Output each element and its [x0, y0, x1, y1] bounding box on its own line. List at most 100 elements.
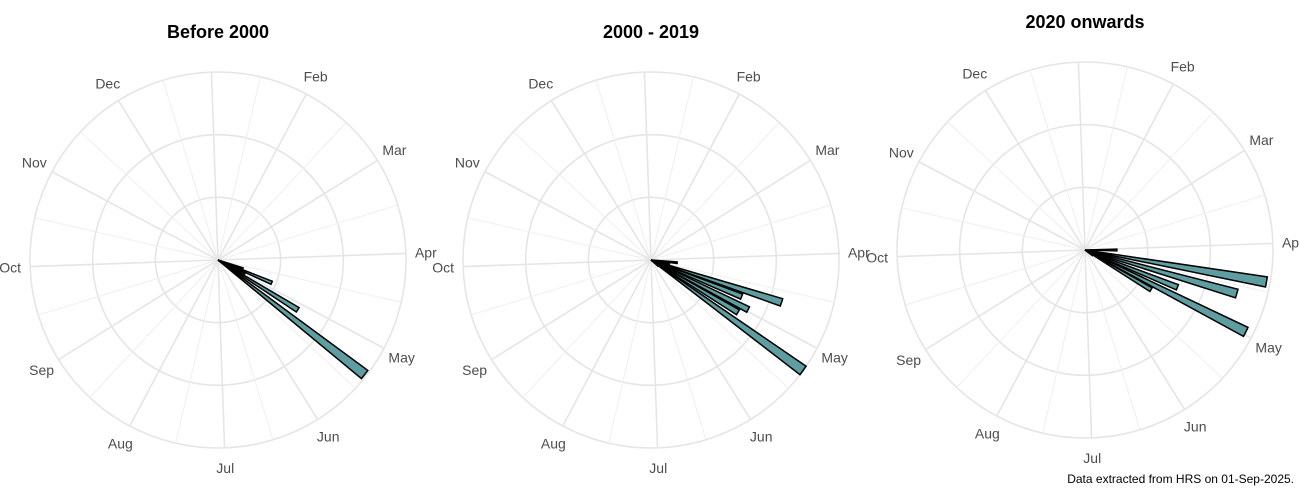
month-label-may: May — [821, 350, 847, 366]
grid-spoke — [217, 159, 378, 261]
grid-ring — [462, 71, 840, 449]
grid-spoke — [463, 259, 652, 268]
grid-ring — [91, 133, 345, 387]
month-label-oct: Oct — [432, 259, 454, 275]
rose-bar — [650, 259, 660, 268]
month-label-sep: Sep — [896, 352, 921, 368]
month-label-aug: Aug — [541, 436, 566, 452]
grid-ring — [29, 71, 407, 449]
grid-spoke-minor — [34, 217, 219, 261]
month-label-dec: Dec — [95, 76, 120, 92]
grid-spoke — [562, 259, 652, 427]
month-label-feb: Feb — [1171, 58, 1195, 74]
month-label-nov: Nov — [889, 144, 914, 160]
month-label-apr: Apr — [1282, 235, 1300, 251]
grid-spoke — [1084, 249, 1186, 410]
grid-spoke — [643, 72, 652, 261]
month-label-dec: Dec — [528, 76, 553, 92]
grid-spoke-minor — [1084, 66, 1128, 251]
data-source-caption: Data extracted from HRS on 01-Sep-2025. — [1067, 472, 1294, 486]
month-label-apr: Apr — [415, 245, 437, 261]
grid-spoke-minor — [1084, 249, 1223, 379]
rose-bar — [217, 259, 301, 314]
grid-spoke-minor — [217, 259, 402, 303]
month-label-oct: Oct — [0, 259, 21, 275]
grid-spoke-minor — [522, 259, 652, 398]
grid-spoke — [550, 100, 652, 261]
grid-spoke-minor — [650, 122, 780, 261]
grid-spoke — [51, 171, 219, 261]
grid-spoke-minor — [1084, 194, 1265, 251]
month-label-may: May — [1255, 340, 1281, 356]
grid-spoke-minor — [595, 80, 652, 261]
month-label-may: May — [388, 350, 414, 366]
grid-spoke-minor — [1084, 249, 1269, 293]
grid-spoke — [918, 161, 1086, 251]
rose-chart-panel: 2020 onwards Feb Mar Apr May Jun Jul Aug Sep Oct N… — [866, 12, 1300, 466]
grid-spoke-minor — [467, 217, 652, 261]
grid-spoke — [484, 171, 652, 261]
grid-spoke — [996, 249, 1086, 417]
grid-ring — [1021, 186, 1149, 314]
rose-chart-panel: 2000 - 2019 Feb Mar Apr May Jun Jul Aug Sep Oct No… — [432, 22, 870, 476]
grid-spoke-minor — [513, 131, 652, 261]
month-label-feb: Feb — [737, 68, 761, 84]
rose-bar — [1084, 249, 1094, 257]
month-label-mar: Mar — [1249, 132, 1273, 148]
grid-spoke — [984, 90, 1086, 251]
month-label-dec: Dec — [962, 66, 987, 82]
grid-spoke — [1084, 249, 1093, 438]
grid-spoke-minor — [1084, 249, 1141, 430]
grid-spoke — [650, 259, 752, 420]
chart-title: Before 2000 — [167, 22, 269, 42]
month-label-sep: Sep — [29, 362, 54, 378]
grid-spoke-minor — [650, 259, 835, 303]
rose-bar — [217, 259, 369, 380]
grid-spoke-minor — [175, 259, 219, 444]
grid-ring — [587, 196, 715, 324]
grid-ring — [896, 61, 1274, 439]
grid-spoke — [925, 249, 1086, 351]
rose-bar — [1084, 249, 1269, 288]
grid-spoke — [129, 259, 219, 427]
month-label-jul: Jul — [649, 460, 667, 476]
grid-spoke-minor — [608, 259, 652, 444]
grid-spoke — [217, 252, 406, 261]
month-label-mar: Mar — [815, 142, 839, 158]
month-label-jun: Jun — [1184, 418, 1207, 434]
grid-spoke-minor — [650, 204, 831, 261]
grid-spoke — [1084, 83, 1174, 251]
rose-bar — [650, 259, 808, 376]
grid-spoke — [1077, 62, 1086, 251]
grid-spoke-minor — [650, 259, 789, 389]
rose-bar — [650, 259, 744, 301]
month-label-jun: Jun — [317, 428, 340, 444]
grid-spoke-minor — [80, 131, 219, 261]
rose-bar — [1084, 249, 1249, 338]
grid-spoke-minor — [1042, 249, 1086, 434]
grid-spoke-minor — [1029, 70, 1086, 251]
month-label-sep: Sep — [462, 362, 487, 378]
month-label-nov: Nov — [22, 154, 47, 170]
rose-bar — [650, 259, 741, 316]
rose-chart-panel: Before 2000 Feb Mar Apr May Jun Jul Aug Sep Oct No… — [0, 22, 437, 476]
month-label-apr: Apr — [848, 245, 870, 261]
grid-spoke — [30, 259, 219, 268]
month-label-jul: Jul — [1083, 450, 1101, 466]
grid-spoke — [897, 249, 1086, 258]
month-label-oct: Oct — [866, 249, 888, 265]
grid-spoke — [210, 72, 219, 261]
rose-bar — [1084, 249, 1239, 299]
grid-spoke-minor — [471, 259, 652, 316]
grid-spoke-minor — [162, 80, 219, 261]
grid-spoke — [650, 93, 740, 261]
grid-spoke — [650, 159, 811, 261]
grid-spoke-minor — [650, 259, 707, 440]
grid-spoke-minor — [905, 249, 1086, 306]
grid-spoke — [650, 252, 839, 261]
rose-bar — [1084, 249, 1180, 291]
grid-spoke-minor — [947, 121, 1086, 251]
grid-spoke-minor — [89, 259, 219, 398]
grid-spoke-minor — [217, 259, 356, 389]
